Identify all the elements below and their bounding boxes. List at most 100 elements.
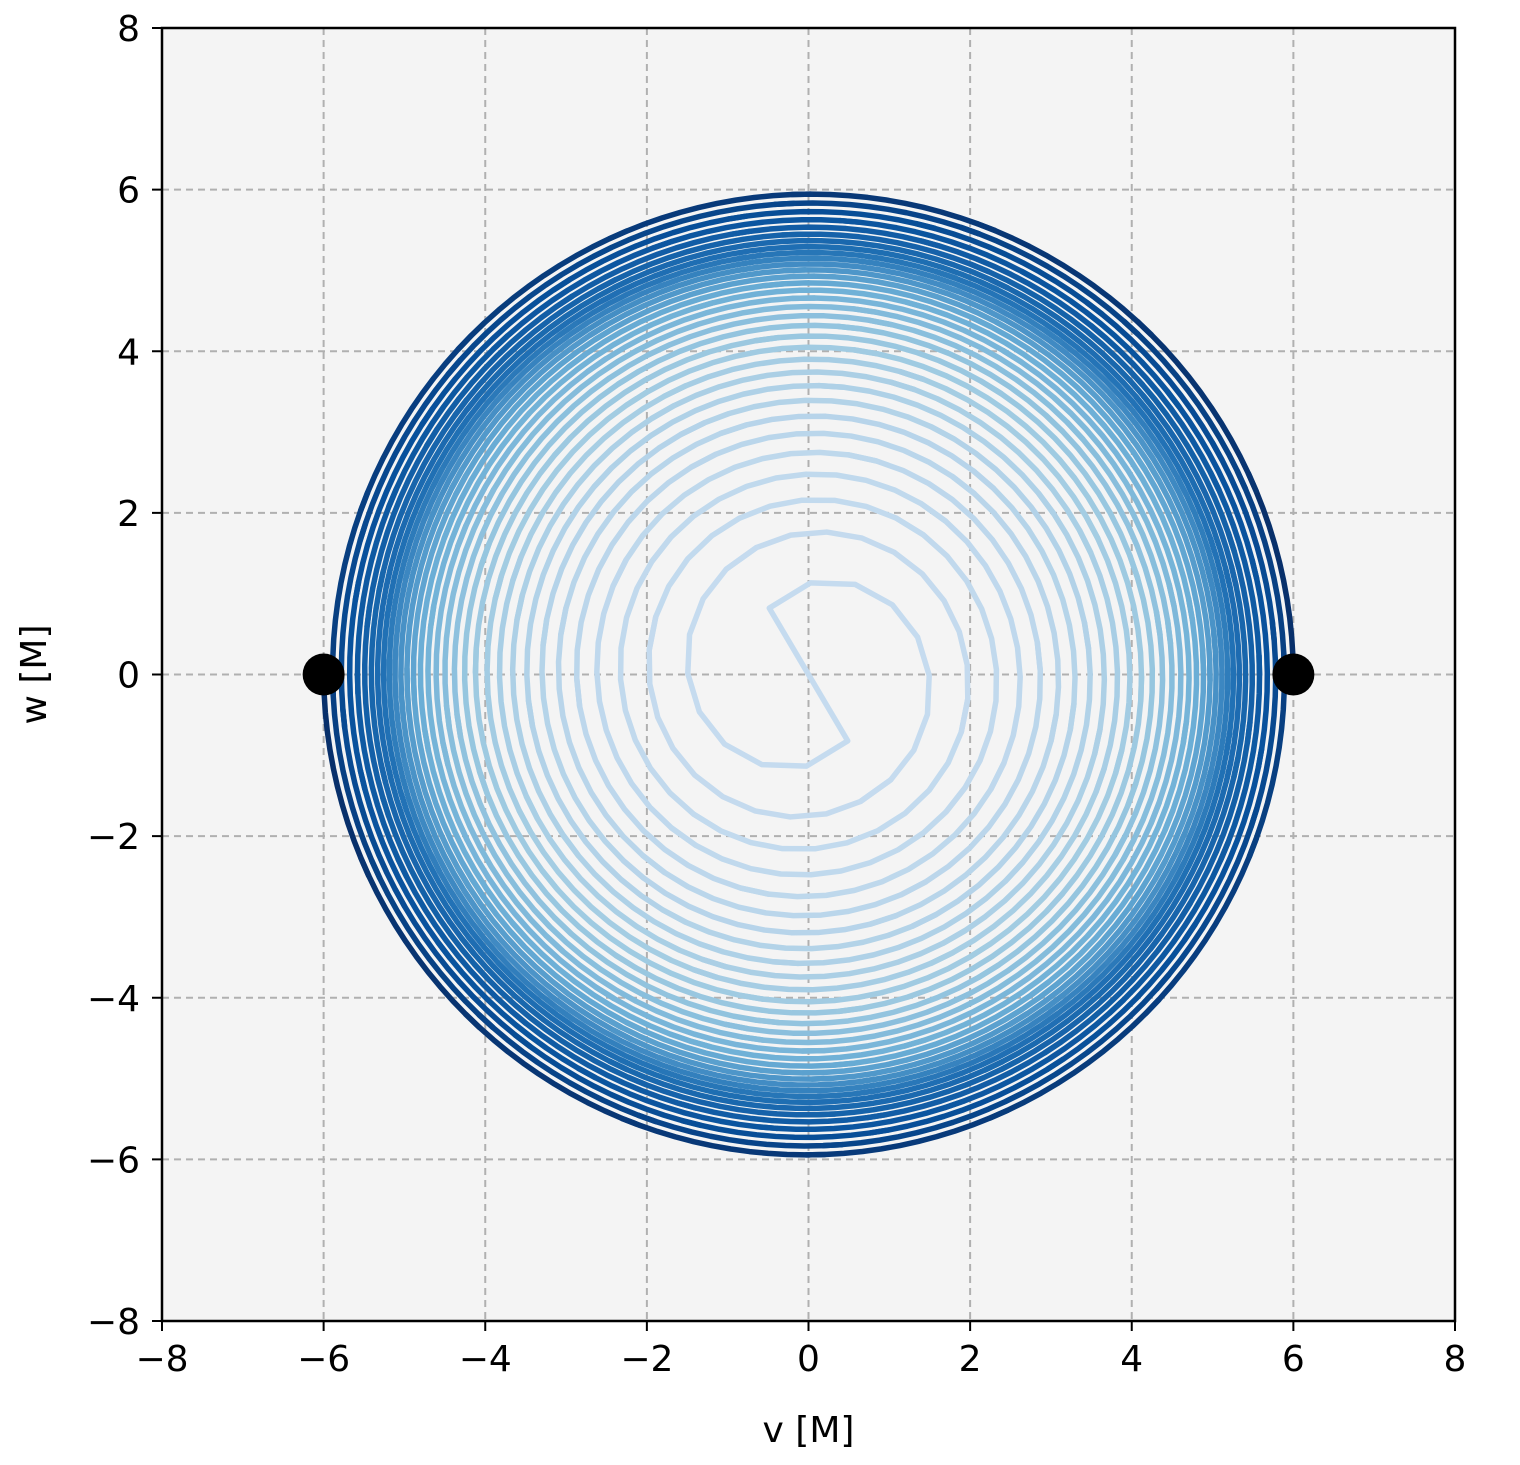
inspiral-series-2-segment: [376, 396, 470, 594]
y-tick-label: −8: [87, 1302, 140, 1343]
inspiral-series-2-segment: [1019, 268, 1182, 410]
inspiral-series-2-segment: [392, 557, 414, 784]
inspiral-series-1-segment: [850, 306, 1074, 416]
inspiral-series-1-segment: [1134, 318, 1259, 494]
inspiral-series-2-segment: [368, 569, 389, 786]
inspiral-series-2-segment: [970, 468, 1078, 733]
inspiral-series-1-segment: [383, 392, 481, 590]
inspiral-series-2-segment: [392, 886, 533, 1050]
inspiral-series-2-segment: [752, 333, 1004, 397]
inspiral-series-1-segment: [1140, 392, 1239, 588]
inspiral-series-1-segment: [1217, 652, 1263, 863]
inspiral-series-2-segment: [491, 938, 681, 1068]
inspiral-series-1-segment: [514, 403, 677, 623]
inspiral-series-2-segment: [402, 383, 513, 583]
inspiral-series-2-segment: [1181, 745, 1265, 943]
inspiral-series-2-segment: [687, 1037, 928, 1062]
inspiral-series-1-segment: [329, 674, 383, 881]
inspiral-series-1-segment: [678, 397, 957, 442]
inspiral-series-1-segment: [461, 888, 635, 1043]
inspiral-series-2-segment: [1083, 514, 1133, 776]
inspiral-series-1-segment: [560, 832, 801, 967]
inspiral-series-1-segment: [425, 603, 470, 843]
inspiral-series-1-segment: [936, 281, 1126, 411]
inspiral-series-2-segment: [338, 519, 369, 731]
inspiral-series-1-segment: [1076, 527, 1121, 795]
inspiral-series-1-segment: [736, 1059, 961, 1094]
y-tick-label: 6: [117, 171, 140, 212]
inspiral-series-1-segment: [613, 952, 865, 1016]
inspiral-series-2-segment: [897, 368, 1101, 542]
inspiral-series-1-segment: [829, 979, 1052, 1068]
inspiral-series-2-segment: [1143, 836, 1259, 1016]
inspiral-series-1-segment: [836, 891, 1066, 1015]
inspiral-series-2-segment: [452, 276, 619, 418]
inspiral-series-1-segment: [1028, 807, 1176, 998]
inspiral-series-1-segment: [735, 261, 962, 295]
inspiral-series-2-segment: [490, 238, 674, 352]
inspiral-series-2-segment: [968, 314, 1148, 473]
inspiral-series-2-segment: [395, 856, 529, 1027]
inspiral-series-2-segment: [354, 486, 400, 697]
inspiral-series-1-segment: [620, 857, 899, 936]
inspiral-series-2-segment: [455, 865, 624, 1030]
inspiral-series-1-segment: [357, 767, 453, 961]
inspiral-series-2-segment: [488, 342, 672, 518]
inspiral-series-2-segment: [854, 258, 1064, 345]
inspiral-series-1-segment: [362, 604, 392, 819]
inspiral-series-2-segment: [646, 614, 894, 820]
inspiral-series-1-segment: [689, 287, 930, 312]
inspiral-series-2-segment: [718, 413, 997, 492]
x-tick-label: 2: [959, 1339, 982, 1380]
inspiral-series-1-segment: [346, 579, 368, 792]
inspiral-series-2-segment: [968, 261, 1146, 388]
inspiral-series-2-segment: [606, 1058, 819, 1112]
inspiral-series-1-segment: [429, 321, 579, 490]
inspiral-series-2-segment: [1225, 530, 1255, 745]
inspiral-series-1-segment: [550, 213, 750, 293]
inspiral-series-2-segment: [524, 465, 615, 729]
inspiral-series-2-segment: [958, 224, 1141, 337]
inspiral-series-2-segment: [699, 927, 968, 980]
inspiral-series-2-segment: [496, 554, 541, 822]
inspiral-series-1-segment: [352, 406, 436, 604]
inspiral-series-1-segment: [1147, 755, 1241, 953]
inspiral-series-1-segment: [575, 1065, 780, 1132]
inspiral-series-2-segment: [640, 852, 929, 919]
x-axis-label: v [M]: [763, 1410, 855, 1451]
inspiral-series-1-segment: [1051, 395, 1177, 609]
inspiral-series-1-segment: [551, 264, 762, 357]
inspiral-series-1-segment: [1207, 469, 1263, 678]
inspiral-series-1-segment: [364, 426, 440, 630]
inspiral-series-1-segment: [480, 337, 660, 512]
inspiral-series-1-segment: [1008, 799, 1162, 993]
inspiral-series-1-segment: [442, 486, 497, 731]
inspiral-series-2-segment: [781, 267, 1007, 322]
inspiral-series-2-segment: [386, 333, 511, 510]
inspiral-series-2-segment: [816, 382, 1057, 517]
inspiral-series-2-segment: [454, 711, 574, 937]
inspiral-series-1-segment: [398, 494, 444, 721]
inspiral-series-1-segment: [1006, 858, 1168, 1028]
inspiral-series-2-segment: [493, 276, 682, 405]
inspiral-series-1-segment: [918, 500, 1023, 792]
inspiral-series-1-segment: [1106, 839, 1231, 1016]
inspiral-series-1-segment: [1002, 620, 1093, 884]
inspiral-series-1-segment: [452, 325, 616, 498]
inspiral-series-2-segment: [867, 1056, 1067, 1136]
inspiral-series-2-segment: [585, 295, 818, 375]
inspiral-series-2-segment: [1125, 552, 1156, 809]
inspiral-series-1-segment: [540, 420, 708, 648]
inspiral-series-2-segment: [1136, 759, 1234, 957]
inspiral-series-2-segment: [940, 726, 1103, 946]
inspiral-series-1-segment: [624, 344, 881, 408]
inspiral-series-1-segment: [943, 997, 1127, 1111]
inspiral-series-2-segment: [441, 351, 589, 542]
inspiral-series-1-segment: [606, 191, 814, 242]
inspiral-series-1-segment: [553, 228, 754, 310]
y-tick-label: 0: [117, 656, 140, 697]
inspiral-series-1-segment: [935, 944, 1124, 1073]
inspiral-series-2-segment: [433, 522, 469, 768]
inspiral-series-1-segment: [1145, 459, 1213, 684]
inspiral-series-2-segment: [736, 941, 993, 1005]
